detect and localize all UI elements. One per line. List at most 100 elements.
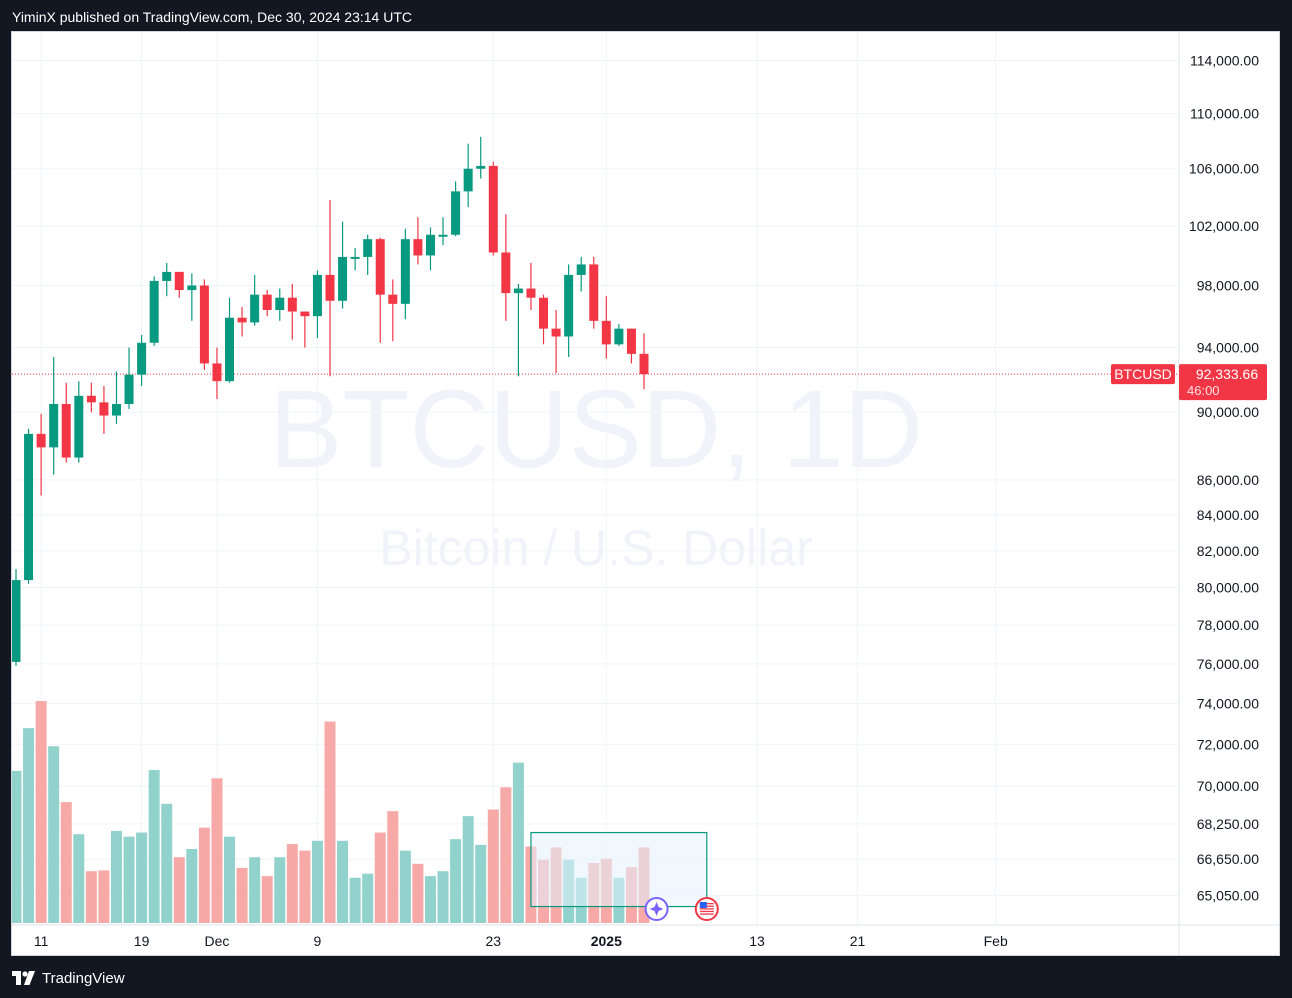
candle[interactable]	[576, 256, 586, 292]
candle-body	[300, 311, 310, 317]
symbol-tag-bg	[1111, 364, 1175, 385]
candle[interactable]	[476, 136, 486, 179]
watermark-symbol: BTCUSD, 1D	[269, 368, 923, 491]
candlesticks[interactable]	[12, 136, 649, 666]
candle[interactable]	[350, 248, 360, 271]
candle-body	[99, 402, 109, 416]
candle[interactable]	[99, 386, 109, 434]
volume-bar	[161, 803, 173, 923]
tradingview-logo-icon	[12, 971, 35, 985]
volume-bar	[500, 787, 512, 923]
candle[interactable]	[137, 334, 147, 387]
candle[interactable]	[250, 274, 260, 326]
candle[interactable]	[626, 328, 636, 364]
candle[interactable]	[400, 228, 410, 320]
candle[interactable]	[300, 311, 310, 348]
event-icons[interactable]	[644, 897, 719, 921]
candle-countdown: 46:00	[1187, 383, 1220, 398]
candle-body	[325, 274, 335, 301]
candle[interactable]	[86, 382, 96, 413]
candle-body	[174, 271, 184, 291]
candle-body	[137, 342, 147, 375]
candle[interactable]	[526, 262, 536, 311]
candle[interactable]	[49, 357, 59, 475]
volume-bar	[337, 840, 349, 923]
candle-body	[413, 239, 423, 256]
y-tick-label: 72,000.00	[1197, 736, 1259, 752]
candle[interactable]	[451, 181, 461, 237]
candle[interactable]	[564, 264, 574, 358]
axes[interactable]: 114,000.00 110,000.00 106,000.00 102,000.00…	[12, 32, 1279, 955]
candle[interactable]	[187, 273, 197, 321]
candle-body	[212, 363, 222, 382]
candle[interactable]	[287, 283, 297, 340]
x-tick-label: Feb	[984, 933, 1008, 949]
watermark-description: Bitcoin / U.S. Dollar	[379, 520, 812, 576]
candle[interactable]	[425, 227, 435, 271]
chart-area[interactable]: BTCUSD, 1D Bitcoin / U.S. Dollar 114,000…	[11, 31, 1280, 956]
candle[interactable]	[388, 279, 398, 342]
candle[interactable]	[551, 310, 561, 374]
candle[interactable]	[363, 234, 373, 275]
volume-bar	[475, 844, 487, 923]
date-price-range-box[interactable]	[530, 831, 708, 908]
candle-body	[61, 403, 71, 458]
candle[interactable]	[61, 382, 71, 463]
price-chart[interactable]: BTCUSD, 1D Bitcoin / U.S. Dollar 114,000…	[12, 32, 1279, 955]
candle[interactable]	[124, 347, 134, 409]
candle[interactable]	[312, 270, 322, 339]
watermark: BTCUSD, 1D Bitcoin / U.S. Dollar	[269, 368, 923, 576]
y-tick-label: 94,000.00	[1197, 340, 1259, 356]
candle[interactable]	[174, 271, 184, 298]
tradingview-logo[interactable]: TradingView	[12, 968, 125, 988]
candle[interactable]	[12, 569, 21, 666]
candle-body	[375, 239, 385, 295]
candle-body	[576, 264, 586, 275]
sparkle-event-icon[interactable]	[644, 897, 669, 921]
volume-bar	[286, 844, 298, 923]
candle[interactable]	[375, 237, 385, 343]
volume-bar	[512, 762, 524, 923]
volume-bar	[123, 836, 135, 923]
candle[interactable]	[199, 279, 209, 370]
candle[interactable]	[488, 161, 498, 256]
candle[interactable]	[501, 214, 511, 321]
candle[interactable]	[225, 297, 235, 383]
volume-bar	[387, 811, 399, 923]
candle[interactable]	[463, 143, 473, 208]
candle[interactable]	[149, 276, 159, 346]
us-flag-event-icon[interactable]	[694, 897, 719, 921]
symbol-price-tag[interactable]: BTCUSD	[1111, 364, 1175, 385]
candle[interactable]	[413, 217, 423, 265]
y-tick-label: 114,000.00	[1190, 52, 1259, 68]
candle-body	[526, 288, 536, 298]
candle[interactable]	[162, 262, 172, 297]
candle[interactable]	[438, 217, 448, 246]
candle[interactable]	[539, 294, 549, 345]
candle[interactable]	[639, 333, 649, 390]
candle[interactable]	[275, 288, 285, 321]
candle[interactable]	[589, 256, 599, 329]
candle-body	[350, 256, 360, 259]
candle-body	[12, 580, 21, 662]
candle[interactable]	[601, 296, 611, 359]
y-tick-label: 78,000.00	[1197, 617, 1259, 633]
candle[interactable]	[338, 221, 348, 309]
candle[interactable]	[24, 428, 34, 584]
candle[interactable]	[262, 290, 272, 317]
candle[interactable]	[74, 381, 84, 463]
candle[interactable]	[325, 199, 335, 377]
candle-body	[400, 239, 410, 304]
candle[interactable]	[111, 371, 121, 424]
volume-bar	[173, 857, 185, 923]
candle[interactable]	[237, 306, 247, 337]
flag-stripe	[699, 908, 714, 910]
candle[interactable]	[513, 283, 523, 377]
candle[interactable]	[36, 413, 46, 496]
candle-body	[639, 353, 649, 375]
range-box[interactable]	[530, 831, 708, 908]
candle-body	[388, 294, 398, 304]
candle[interactable]	[614, 323, 624, 346]
candle[interactable]	[212, 347, 222, 400]
